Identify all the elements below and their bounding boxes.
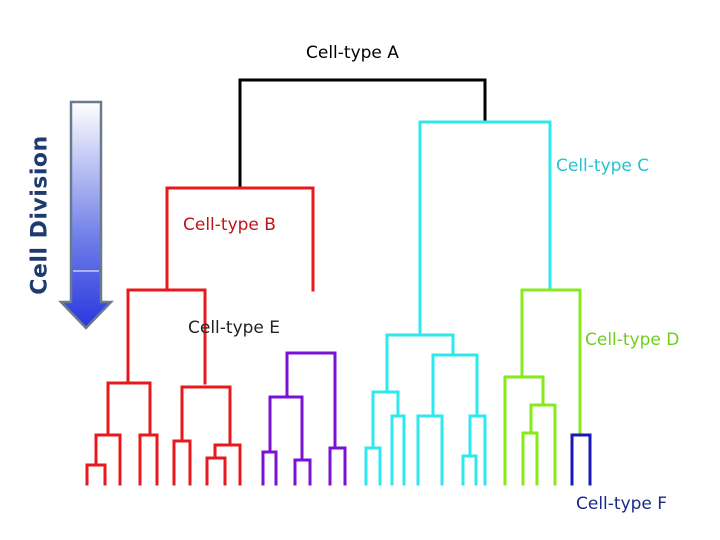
label-cell-type-b: Cell-type B [183, 215, 276, 235]
label-cell-type-f: Cell-type F [576, 494, 668, 514]
label-cell-type-d: Cell-type D [585, 330, 680, 350]
label-cell-type-c: Cell-type C [556, 156, 650, 176]
label-cell-type-e: Cell-type E [188, 318, 281, 338]
label-cell-type-a: Cell-type A [306, 43, 399, 63]
